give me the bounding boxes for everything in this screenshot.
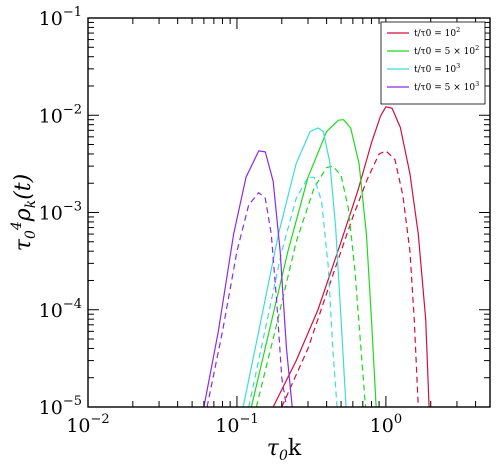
x-tick-label: 10−1 <box>215 412 258 437</box>
series-line-6-dashed <box>248 176 338 407</box>
series-line-5-solid <box>242 127 347 407</box>
x-axis-title-tau: τ <box>267 436 280 461</box>
legend-label: t/τ0 = 102 <box>414 26 460 39</box>
y-axis-title: τ04ρk(t) <box>9 174 39 251</box>
legend-box <box>380 21 486 105</box>
legend-label: t/τ0 = 5 × 102 <box>414 44 479 57</box>
y-tick-label: 10−3 <box>39 200 82 225</box>
plot-lines <box>203 106 430 407</box>
y-tick-label: 10−4 <box>39 297 82 322</box>
series-line-3-solid <box>250 119 377 407</box>
series-line-1-solid <box>272 106 430 407</box>
legend: t/τ0 = 102 t/τ0 = 5 × 102 t/τ0 = 103 t/τ0 =… <box>380 21 486 105</box>
y-tick-label: 10−2 <box>39 102 82 127</box>
series-line-8-dashed <box>206 192 288 407</box>
series-line-2-dashed <box>281 150 419 407</box>
x-axis-title-k: k <box>288 436 302 461</box>
x-tick-label: 10−2 <box>66 412 109 437</box>
x-axis-title: τ0k <box>267 436 302 464</box>
y-tick-label: 10−5 <box>39 394 82 419</box>
x-axis-title-sub: 0 <box>279 448 288 464</box>
series-line-7-solid <box>203 150 293 407</box>
series-line-4-dashed <box>255 165 367 407</box>
y-tick-label: 10−1 <box>39 5 82 30</box>
legend-label: t/τ0 = 5 × 103 <box>414 80 479 93</box>
legend-label: t/τ0 = 103 <box>414 62 460 75</box>
tick-labels: 10−2 10−1 100 10−5 10−4 10−3 10−2 10−1 <box>39 5 402 437</box>
x-tick-label: 100 <box>370 412 402 437</box>
